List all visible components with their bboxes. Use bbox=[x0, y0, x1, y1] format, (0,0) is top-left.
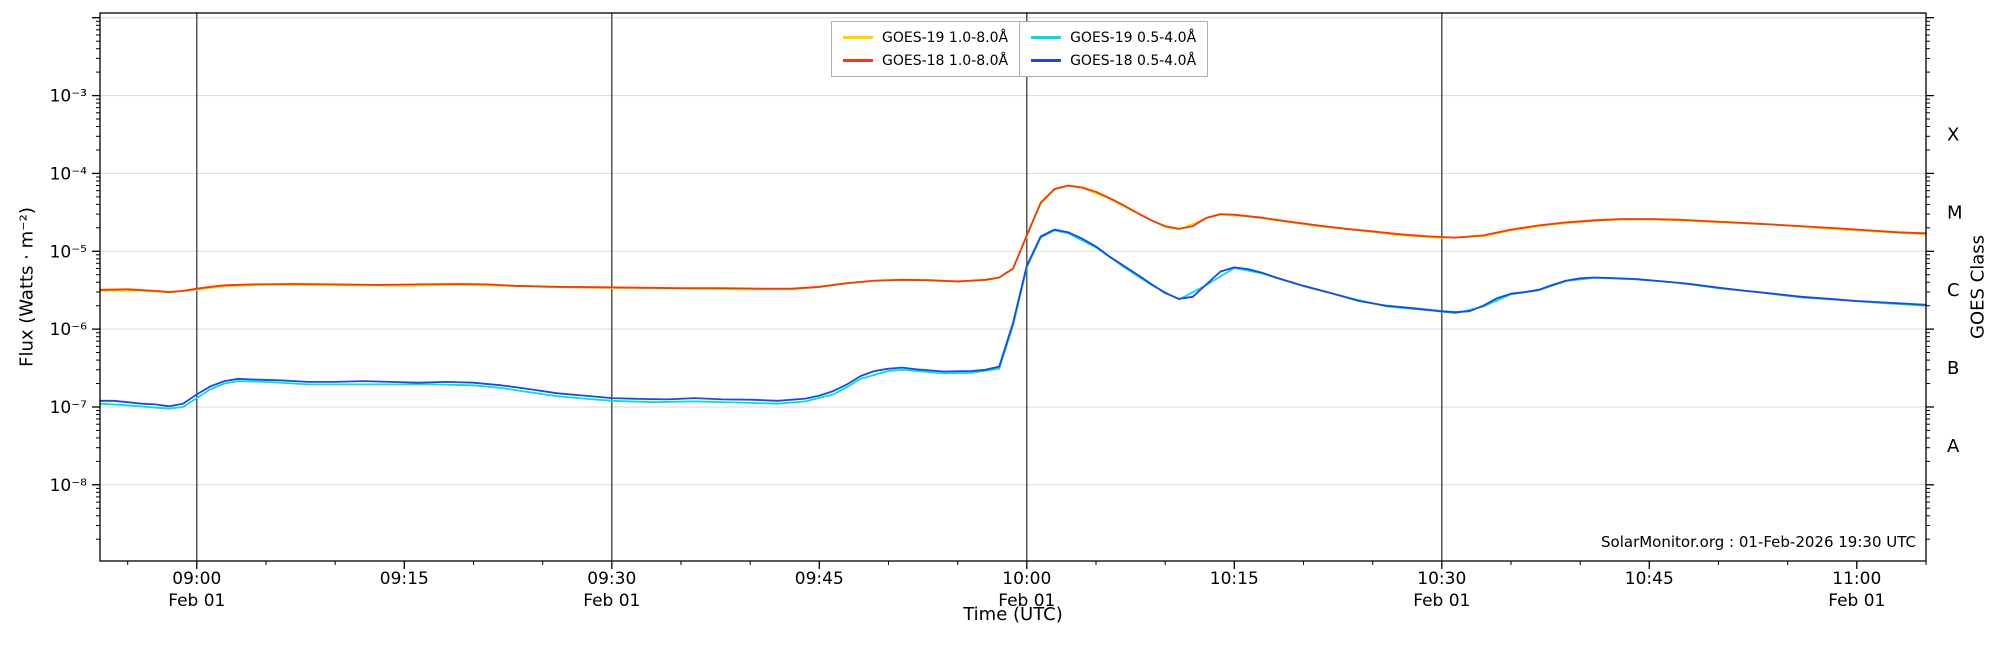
legend-swatch-goes19-long bbox=[843, 36, 873, 39]
legend-label-goes19-long: GOES-19 1.0-8.0Å bbox=[882, 29, 1009, 46]
x-axis-title-time: Time (UTC) bbox=[963, 604, 1063, 625]
goes-class-letter: C bbox=[1947, 280, 1960, 301]
legend-swatch-goes19-short bbox=[1031, 36, 1062, 39]
x-tick-date-label: Feb 01 bbox=[1413, 591, 1470, 611]
goes-class-letter: A bbox=[1947, 436, 1960, 457]
x-tick-date-label: Feb 01 bbox=[998, 591, 1055, 611]
plot-border bbox=[99, 12, 1927, 562]
goes-class-letter: X bbox=[1947, 125, 1959, 146]
series-line-3 bbox=[99, 228, 1927, 408]
x-tick-label: 10:00 bbox=[1002, 569, 1051, 589]
legend-label-goes18-long: GOES-18 1.0-8.0Å bbox=[882, 52, 1009, 69]
x-tick-date-label: Feb 01 bbox=[583, 591, 640, 611]
x-tick-label: 09:30 bbox=[587, 569, 636, 589]
legend-item-goes19-long: GOES-19 1.0-8.0Å bbox=[843, 28, 1008, 47]
x-tick-date-label: Feb 01 bbox=[1828, 591, 1885, 611]
legend-box-long-channel: GOES-19 1.0-8.0Å GOES-18 1.0-8.0Å bbox=[831, 21, 1021, 77]
x-tick-label: 10:30 bbox=[1417, 569, 1466, 589]
y-axis-title-goes-class: GOES Class bbox=[1967, 235, 1989, 339]
legend-label-goes18-short: GOES-18 0.5-4.0Å bbox=[1070, 52, 1197, 69]
x-tick-label: 10:15 bbox=[1210, 569, 1259, 589]
x-tick-label: 09:15 bbox=[380, 569, 429, 589]
legend: GOES-19 1.0-8.0Å GOES-18 1.0-8.0Å GOES-1… bbox=[831, 21, 1209, 77]
y-tick-label: 10⁻⁷ bbox=[50, 398, 88, 418]
series-line-0 bbox=[99, 185, 1927, 294]
legend-item-goes18-short: GOES-18 0.5-4.0Å bbox=[1031, 51, 1196, 70]
y-tick-label: 10⁻⁴ bbox=[50, 164, 88, 184]
y-axis-title-flux: Flux (Watts · m⁻²) bbox=[16, 207, 38, 367]
solarmonitor-watermark: SolarMonitor.org : 01-Feb-2026 19:30 UTC bbox=[1601, 533, 1916, 551]
y-tick-label: 10⁻⁶ bbox=[50, 320, 88, 340]
legend-swatch-goes18-long bbox=[843, 59, 873, 62]
x-tick-label: 09:45 bbox=[795, 569, 844, 589]
legend-item-goes18-long: GOES-18 1.0-8.0Å bbox=[843, 51, 1008, 70]
x-tick-label: 10:45 bbox=[1625, 569, 1674, 589]
legend-item-goes19-short: GOES-19 0.5-4.0Å bbox=[1031, 28, 1196, 47]
series-line-1 bbox=[99, 184, 1927, 293]
legend-swatch-goes18-short bbox=[1031, 59, 1062, 62]
legend-label-goes19-short: GOES-19 0.5-4.0Å bbox=[1070, 29, 1197, 46]
x-tick-label: 09:00 bbox=[172, 569, 221, 589]
legend-box-short-channel: GOES-19 0.5-4.0Å GOES-18 0.5-4.0Å bbox=[1019, 21, 1209, 77]
goes-class-letter: M bbox=[1947, 202, 1963, 223]
y-tick-label: 10⁻⁸ bbox=[50, 476, 88, 496]
y-tick-label: 10⁻³ bbox=[50, 87, 87, 107]
goes-class-letter: B bbox=[1947, 358, 1959, 379]
x-tick-date-label: Feb 01 bbox=[168, 591, 225, 611]
x-tick-label: 11:00 bbox=[1832, 569, 1881, 589]
y-tick-label: 10⁻⁵ bbox=[50, 242, 87, 262]
